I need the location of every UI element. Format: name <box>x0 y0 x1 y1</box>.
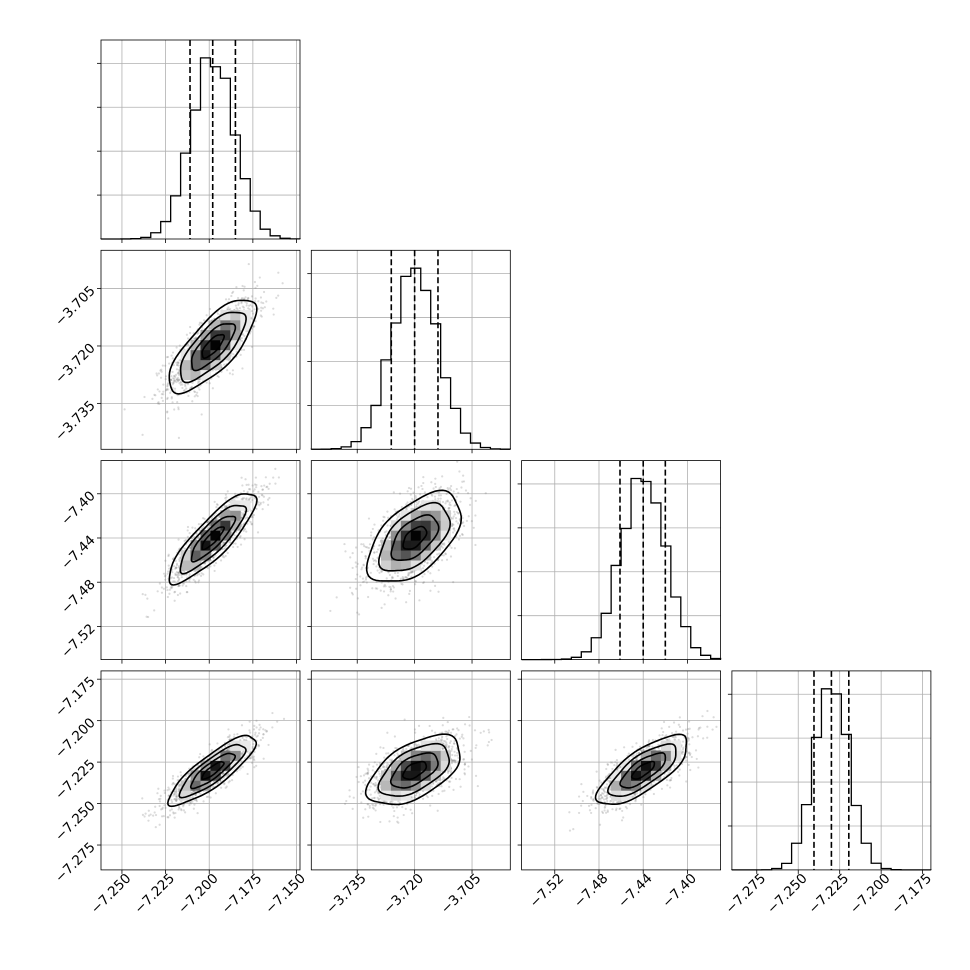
scatter-panel-3-1 <box>307 670 511 874</box>
y-tick-label-3-1: −7.250 <box>52 798 99 845</box>
panel-frame <box>731 670 932 871</box>
contour-level-0 <box>201 761 225 781</box>
panel-frame <box>521 670 721 871</box>
x-tick-label-1-0: −3.735 <box>323 871 370 918</box>
contour-lines <box>364 733 461 806</box>
histogram-panel-1 <box>307 249 511 454</box>
panel-frame <box>310 460 511 661</box>
y-tick-label-3-3: −7.200 <box>52 715 99 762</box>
contour-level-2 <box>606 743 677 798</box>
contour-level-1 <box>190 322 237 372</box>
x-tick-label-0-1: −7.225 <box>131 871 178 918</box>
contour-level-0 <box>201 526 225 551</box>
x-tick-label-3-2: −7.225 <box>805 871 852 918</box>
x-tick-label-1-1: −3.720 <box>380 871 427 918</box>
contour-lines <box>594 733 688 806</box>
x-tick-label-1-2: −3.705 <box>438 871 485 918</box>
panel-frame <box>310 670 511 871</box>
y-tick-label-2-1: −7.48 <box>58 577 99 618</box>
x-tick-label-2-2: −7.44 <box>615 871 656 912</box>
histogram-line-2 <box>521 477 722 661</box>
scatter-panel-2-1 <box>307 460 511 664</box>
contour-level-2 <box>377 742 450 797</box>
contour-level-0 <box>201 333 225 360</box>
scatter-panel-3-0 <box>97 670 301 874</box>
contour-level-3 <box>594 733 688 806</box>
contour-lines <box>168 299 258 395</box>
grid-lines <box>756 670 924 870</box>
contour-level-3 <box>364 733 461 806</box>
contour-level-1 <box>619 751 667 789</box>
density-blocks <box>380 500 451 571</box>
y-tick-label-1-0: −3.735 <box>52 398 99 445</box>
x-tick-label-2-3: −7.40 <box>659 871 700 912</box>
y-tick-label-1-2: −3.705 <box>52 283 99 330</box>
histogram-line-0 <box>100 57 301 240</box>
x-tick-label-0-0: −7.250 <box>88 871 135 918</box>
grid-lines <box>121 40 297 239</box>
scatter-panel-3-2 <box>517 670 721 874</box>
x-tick-label-0-2: −7.200 <box>175 871 222 918</box>
contour-level-2 <box>179 504 248 575</box>
y-tick-label-3-4: −7.175 <box>52 674 99 721</box>
contour-level-3 <box>168 493 258 586</box>
panel-frame <box>100 460 301 661</box>
x-tick-label-3-0: −7.275 <box>723 871 770 918</box>
contour-level-3 <box>365 489 462 582</box>
y-tick-label-3-0: −7.275 <box>52 839 99 886</box>
y-tick-label-3-2: −7.225 <box>52 756 99 803</box>
contour-level-1 <box>189 752 236 790</box>
y-tick-label-2-3: −7.40 <box>58 488 99 529</box>
y-tick-label-2-0: −7.52 <box>58 621 99 662</box>
y-tick-label-2-2: −7.44 <box>58 532 99 573</box>
scatter-panel-2-0 <box>97 460 301 664</box>
x-tick-label-3-4: −7.175 <box>888 871 935 918</box>
x-tick-label-0-3: −7.175 <box>219 871 266 918</box>
scatter-panel-1-0 <box>97 249 301 454</box>
histogram-panel-3 <box>727 670 932 874</box>
contour-level-1 <box>389 752 439 789</box>
x-tick-label-3-1: −7.250 <box>764 871 811 918</box>
x-tick-label-2-1: −7.48 <box>571 871 612 912</box>
histogram-panel-2 <box>517 460 722 664</box>
contour-lines <box>167 734 258 808</box>
contour-level-0 <box>402 525 428 551</box>
contour-level-3 <box>168 299 258 395</box>
contour-level-0 <box>630 760 656 780</box>
contour-lines <box>168 493 258 586</box>
panel-frame <box>100 670 301 871</box>
contour-level-1 <box>190 515 237 563</box>
panel-frame <box>310 249 511 450</box>
panel-frame <box>100 249 301 450</box>
grid-lines <box>101 250 300 450</box>
histogram-panel-0 <box>97 39 301 243</box>
contour-level-2 <box>179 311 247 384</box>
contour-lines <box>365 489 462 582</box>
histogram-line-1 <box>310 267 511 450</box>
contour-level-2 <box>377 501 452 572</box>
contour-level-0 <box>401 760 428 781</box>
grid-lines <box>311 670 511 870</box>
x-tick-label-2-0: −7.52 <box>527 871 568 912</box>
x-tick-label-3-3: −7.200 <box>847 871 894 918</box>
density-blocks <box>180 310 251 381</box>
contour-level-2 <box>178 743 247 799</box>
contour-level-3 <box>167 734 258 808</box>
contour-level-1 <box>390 514 440 562</box>
y-tick-label-1-1: −3.720 <box>52 340 99 387</box>
x-tick-label-0-4: −7.150 <box>262 871 309 918</box>
panel-frame <box>521 460 721 661</box>
panel-frame <box>100 39 301 240</box>
